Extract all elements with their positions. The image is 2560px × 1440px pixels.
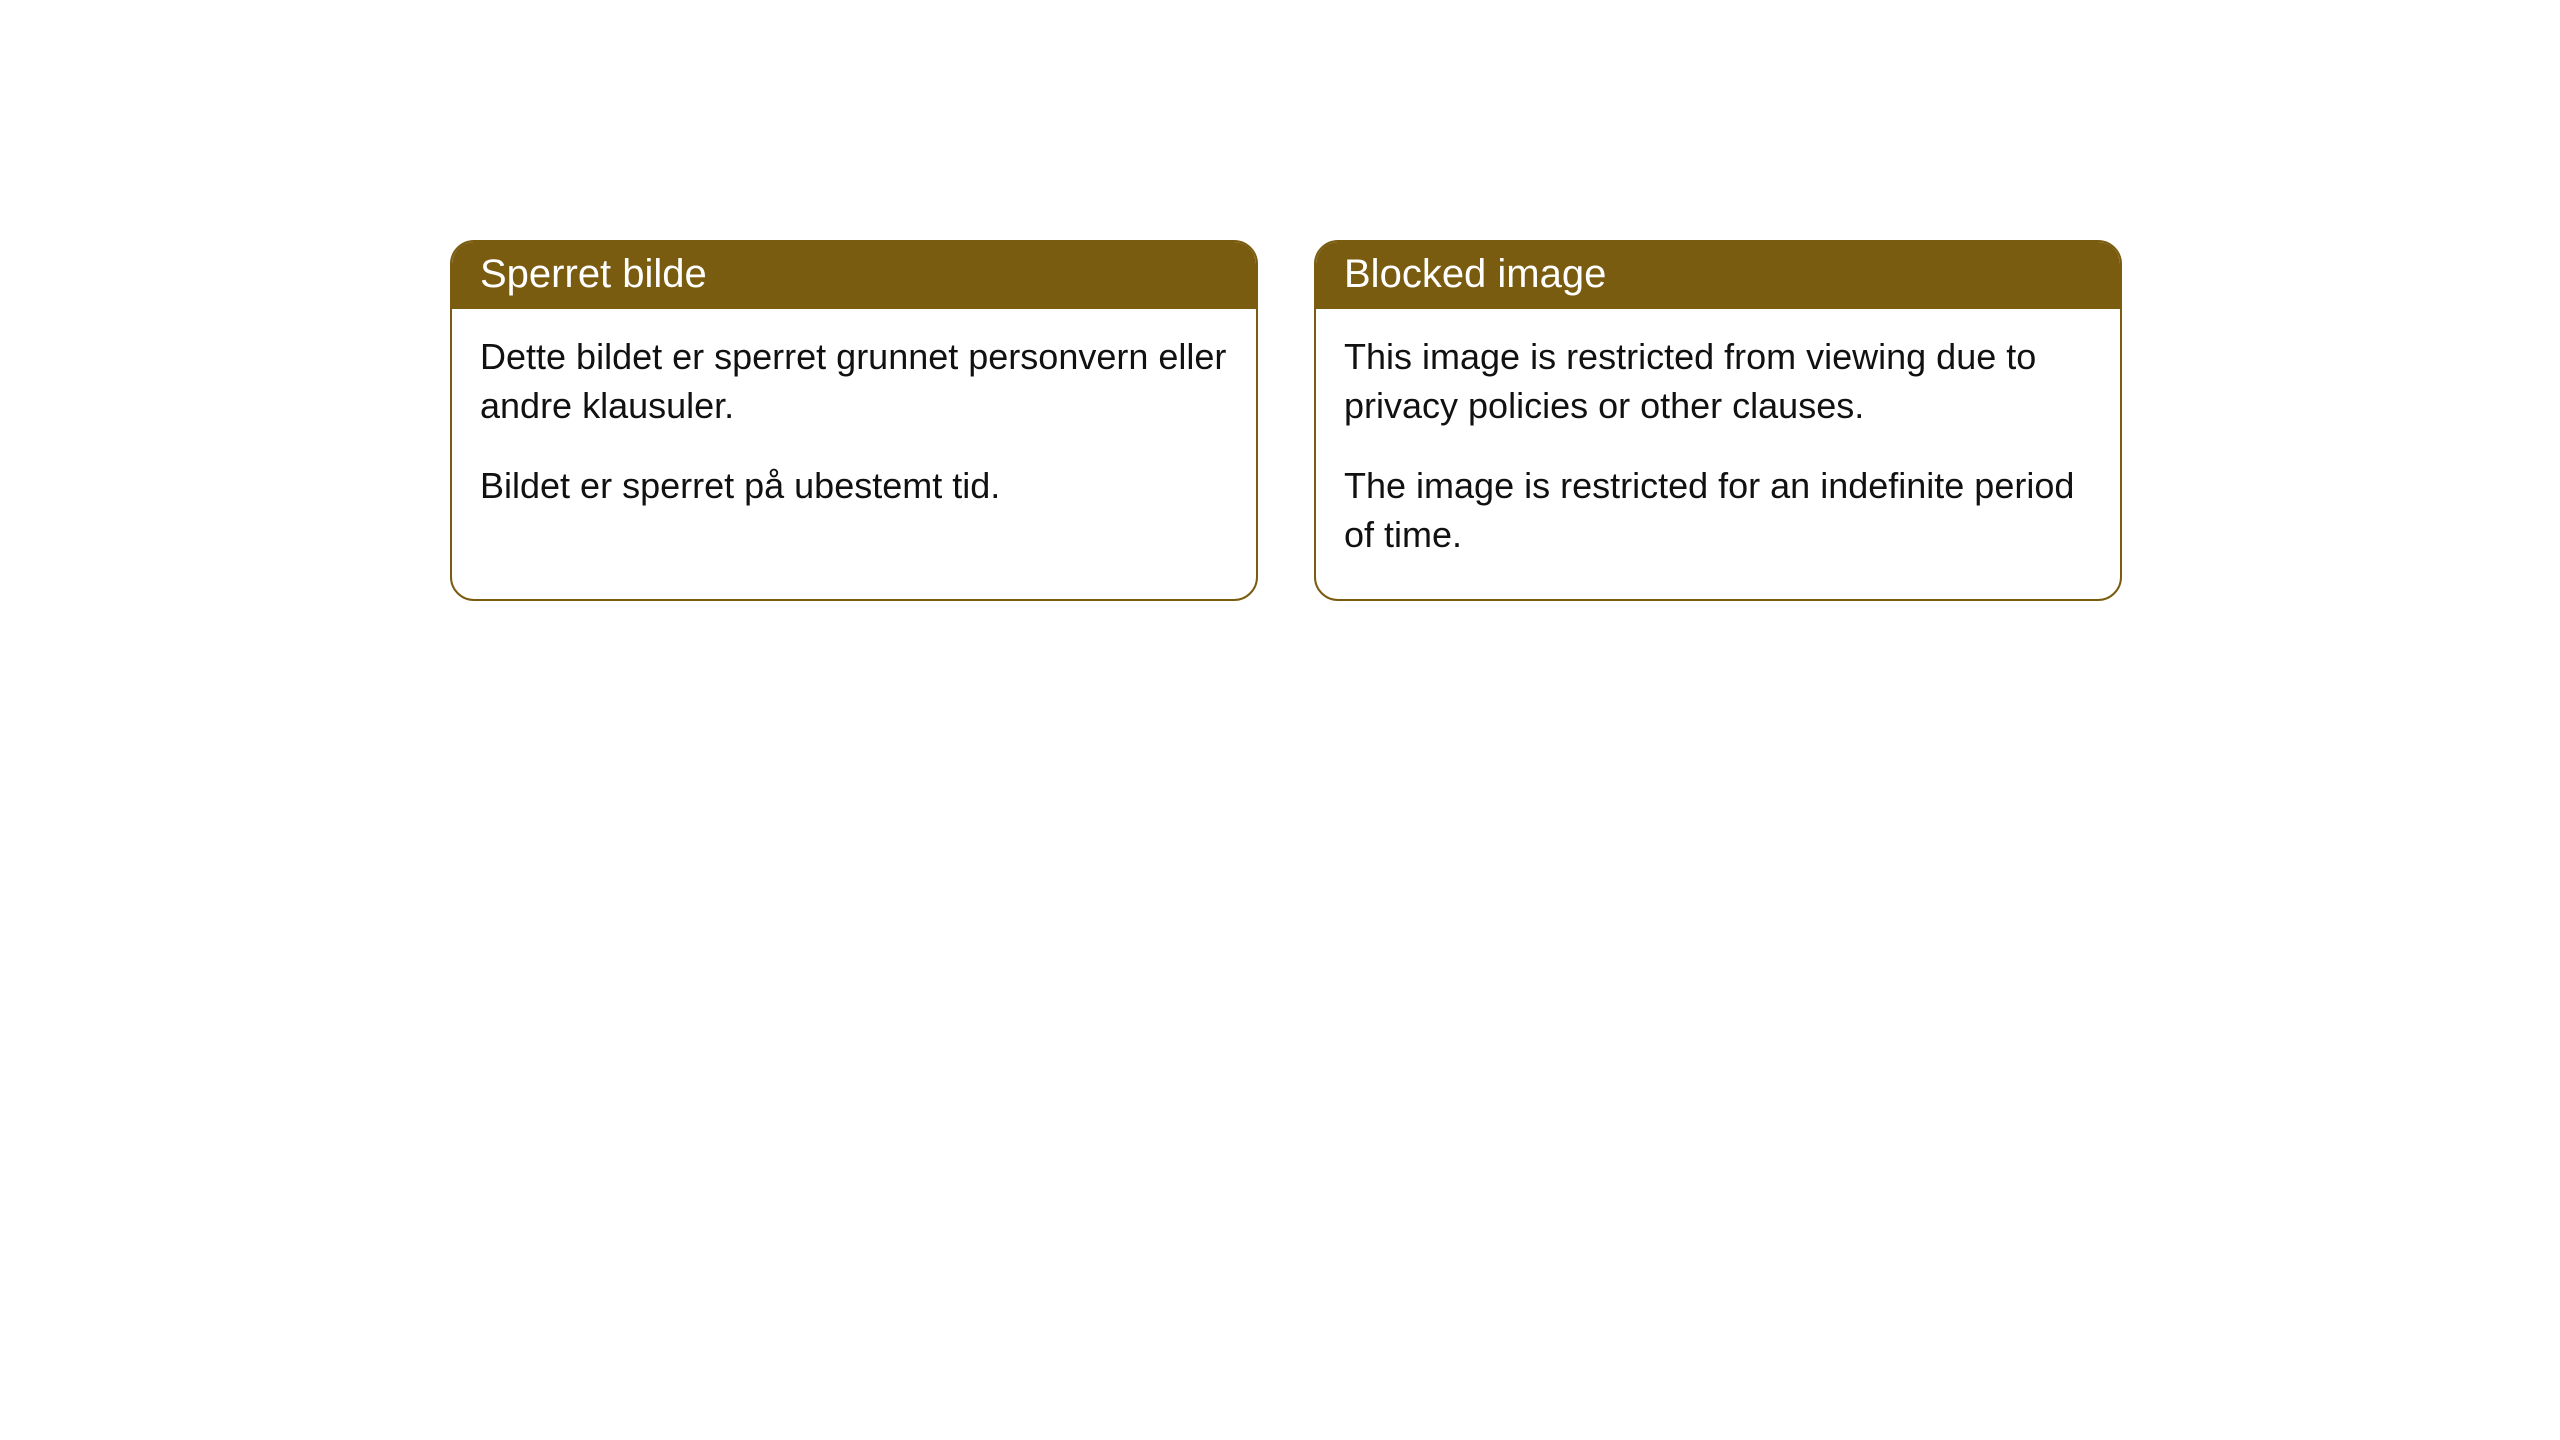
card-paragraph-english-1: This image is restricted from viewing du… xyxy=(1344,333,2092,430)
card-title-norwegian: Sperret bilde xyxy=(480,252,707,296)
card-paragraph-norwegian-1: Dette bildet er sperret grunnet personve… xyxy=(480,333,1228,430)
card-title-english: Blocked image xyxy=(1344,252,1606,296)
card-header-english: Blocked image xyxy=(1316,242,2120,309)
card-body-english: This image is restricted from viewing du… xyxy=(1316,309,2120,599)
card-paragraph-norwegian-2: Bildet er sperret på ubestemt tid. xyxy=(480,462,1228,511)
cards-container: Sperret bilde Dette bildet er sperret gr… xyxy=(0,0,2560,601)
card-english: Blocked image This image is restricted f… xyxy=(1314,240,2122,601)
card-paragraph-english-2: The image is restricted for an indefinit… xyxy=(1344,462,2092,559)
card-header-norwegian: Sperret bilde xyxy=(452,242,1256,309)
card-norwegian: Sperret bilde Dette bildet er sperret gr… xyxy=(450,240,1258,601)
card-body-norwegian: Dette bildet er sperret grunnet personve… xyxy=(452,309,1256,551)
